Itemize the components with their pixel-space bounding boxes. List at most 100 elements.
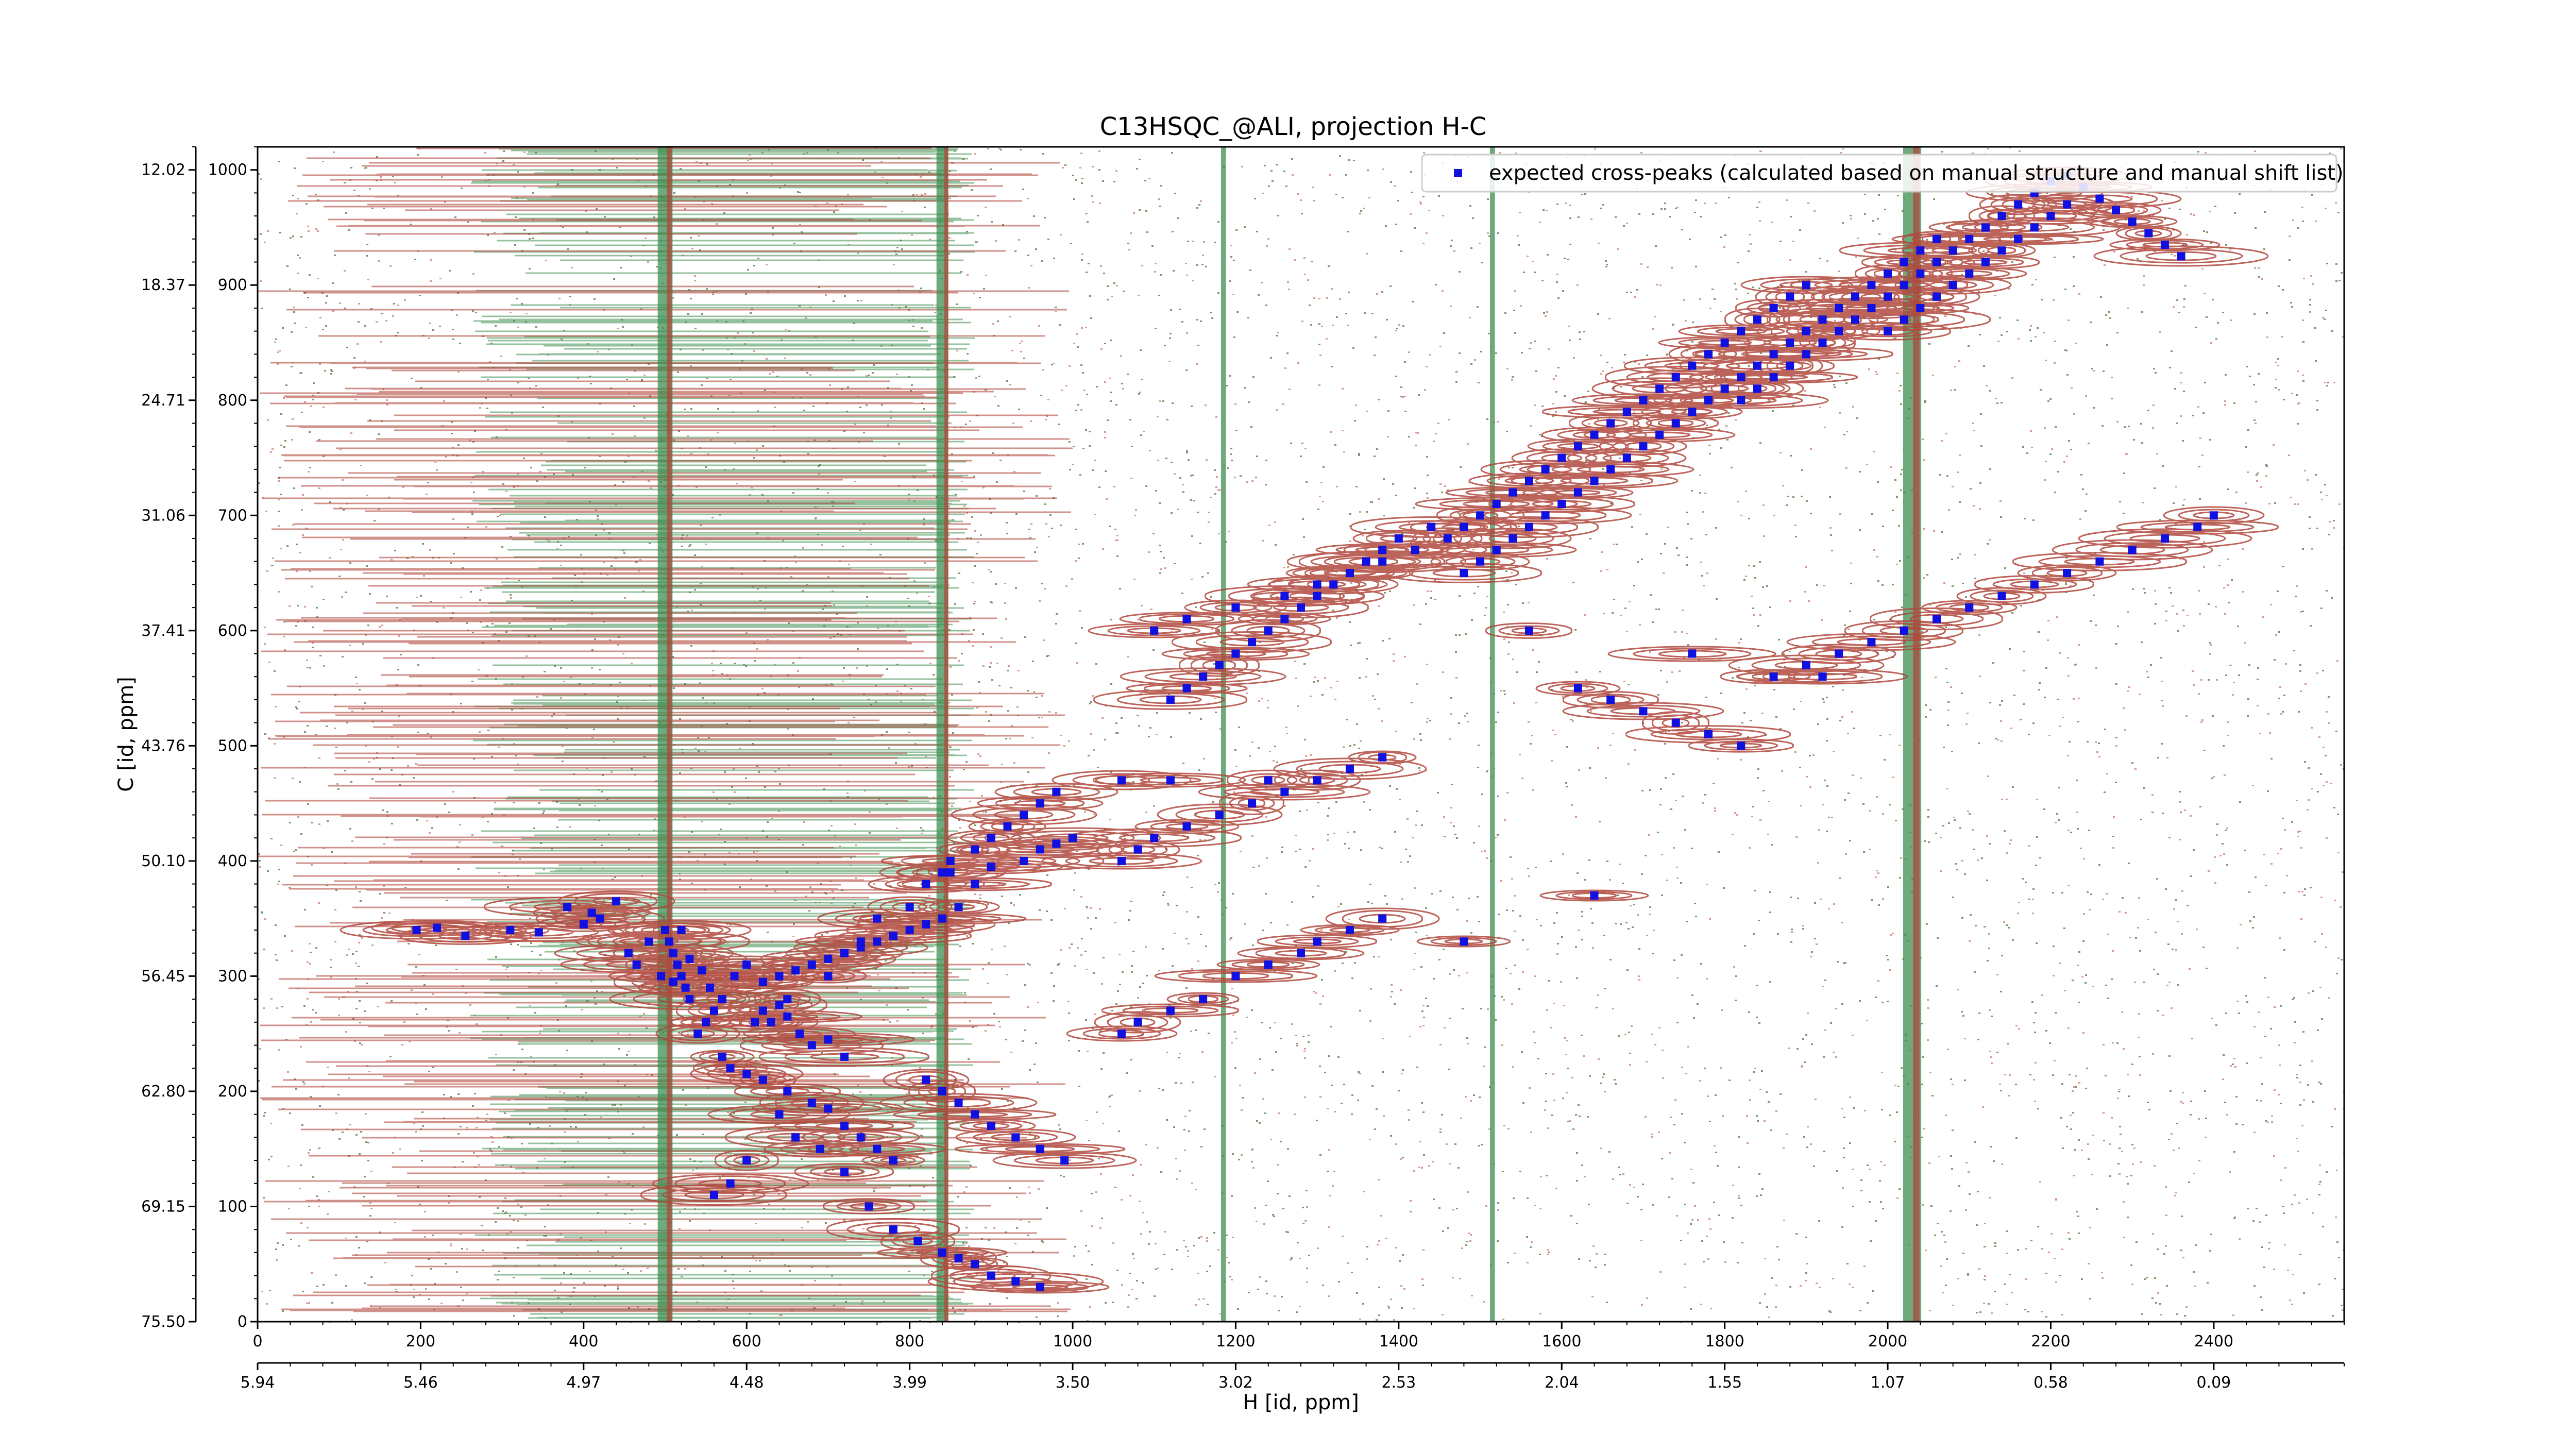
expected-peak-marker [1492, 546, 1501, 554]
expected-peak-marker [1835, 327, 1843, 335]
x-ppm-tick-label: 1.55 [1707, 1374, 1742, 1392]
expected-peak-marker [2063, 569, 2072, 578]
expected-peak-marker [824, 1104, 833, 1113]
expected-peak-marker [971, 845, 979, 854]
expected-peak-marker [840, 1122, 849, 1130]
expected-peak-marker [1443, 534, 1452, 543]
x-ppm-tick-label: 5.94 [241, 1374, 275, 1392]
expected-peak-marker [1590, 891, 1599, 900]
expected-peak-marker [1916, 303, 1925, 312]
expected-peak-marker [1786, 361, 1794, 370]
expected-peak-marker [905, 926, 914, 934]
expected-peak-marker [1541, 465, 1550, 474]
expected-peak-marker [1753, 361, 1761, 370]
expected-peak-marker [1166, 1006, 1175, 1015]
expected-peak-marker [1297, 949, 1305, 957]
expected-peak-marker [1590, 477, 1599, 485]
expected-peak-marker [742, 960, 751, 969]
expected-peak-marker [1378, 557, 1387, 566]
expected-peak-marker [1884, 269, 1892, 278]
y-index-tick-label: 800 [218, 392, 247, 410]
expected-peak-marker [1948, 281, 1957, 290]
expected-peak-marker [873, 937, 882, 946]
expected-peak-marker [1573, 684, 1582, 693]
expected-peak-marker [1688, 408, 1697, 416]
expected-peak-marker [1264, 960, 1273, 969]
expected-peak-marker [1884, 292, 1892, 301]
expected-peak-marker [840, 1052, 849, 1061]
expected-peaks-layer [412, 171, 2218, 1291]
y-ppm-tick-label: 69.15 [141, 1197, 185, 1216]
x-index-tick-label: 800 [895, 1332, 924, 1351]
expected-peak-marker [987, 834, 995, 842]
expected-peak-marker [1509, 488, 1517, 497]
expected-peak-marker [1492, 499, 1501, 508]
expected-peak-marker [865, 1202, 873, 1211]
expected-peak-marker [706, 983, 715, 992]
expected-peak-marker [669, 949, 677, 957]
expected-peak-marker [1460, 569, 1468, 578]
expected-peak-marker [1117, 1030, 1126, 1038]
expected-peak-marker [1182, 822, 1191, 831]
expected-peak-marker [1264, 626, 1273, 635]
expected-peak-marker [1737, 327, 1745, 335]
expected-peak-marker [987, 863, 995, 871]
expected-peak-marker [824, 954, 833, 963]
expected-peak-marker [783, 995, 792, 1004]
expected-peak-marker [1313, 937, 1321, 946]
expected-peak-marker [1932, 258, 1941, 266]
expected-peak-marker [1199, 995, 1208, 1004]
expected-peak-marker [1524, 477, 1533, 485]
expected-peak-marker [987, 1122, 995, 1130]
expected-peak-marker [946, 856, 955, 865]
x-index-tick-label: 600 [732, 1332, 761, 1351]
expected-peak-marker [461, 932, 470, 940]
expected-peak-marker [702, 1018, 710, 1026]
y-index-tick-label: 900 [218, 276, 247, 294]
expected-peak-marker [596, 914, 604, 923]
expected-peak-marker [1182, 684, 1191, 693]
expected-peak-marker [1622, 453, 1631, 462]
x-index-tick-label: 400 [569, 1332, 598, 1351]
y-index-axis: 0 100 200 300 400 500 600 700 800 900 1000 [208, 146, 258, 1331]
y-ppm-tick-label: 43.76 [141, 737, 185, 755]
expected-peak-marker [1011, 1277, 1020, 1286]
expected-peak-marker [1769, 303, 1778, 312]
expected-peak-marker [1818, 339, 1827, 347]
expected-peak-marker [1231, 972, 1240, 981]
x-ppm-tick-label: 5.46 [403, 1374, 438, 1392]
expected-peak-marker [1802, 281, 1810, 290]
cross-peak-contours [340, 166, 2279, 1294]
expected-peak-marker [709, 1006, 718, 1015]
expected-peak-marker [954, 1099, 963, 1107]
expected-peak-marker [1606, 695, 1615, 704]
expected-peak-marker [1802, 661, 1810, 669]
expected-peak-marker [730, 972, 739, 981]
expected-peak-marker [816, 1144, 824, 1153]
expected-peak-marker [1671, 373, 1680, 382]
expected-peak-marker [1671, 718, 1680, 727]
x-index-tick-label: 1000 [1053, 1332, 1092, 1351]
expected-peak-marker [2160, 241, 2169, 249]
expected-peak-marker [2128, 217, 2137, 226]
expected-peak-marker [775, 1001, 784, 1009]
expected-peak-marker [1460, 937, 1468, 946]
expected-peak-marker [1884, 327, 1892, 335]
expected-peak-marker [1476, 557, 1485, 566]
expected-peak-marker [938, 914, 946, 923]
expected-peak-marker [758, 1075, 767, 1084]
expected-peak-marker [1394, 534, 1403, 543]
expected-peak-marker [2177, 252, 2185, 261]
y-ppm-tick-label: 37.41 [141, 622, 185, 640]
expected-peak-marker [1036, 1283, 1044, 1291]
expected-peak-marker [1704, 730, 1713, 738]
expected-peak-marker [726, 1179, 735, 1188]
expected-peak-marker [534, 928, 543, 937]
expected-peak-marker [1460, 522, 1468, 531]
expected-peak-marker [873, 914, 882, 923]
expected-peak-marker [1688, 649, 1697, 658]
y-index-tick-label: 600 [218, 622, 247, 640]
expected-peak-marker [1557, 453, 1566, 462]
expected-peak-marker [1965, 234, 1974, 243]
expected-peak-marker [1036, 799, 1044, 808]
